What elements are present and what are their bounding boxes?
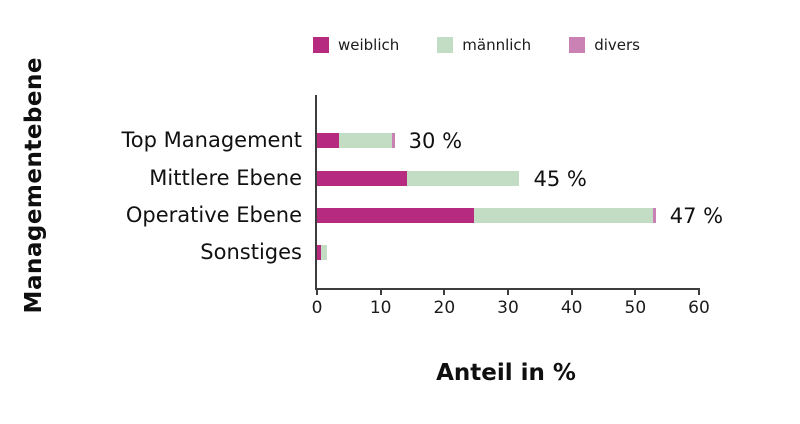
- legend: weiblich männlich divers: [313, 36, 640, 54]
- legend-label: weiblich: [338, 36, 400, 54]
- bar-value-label: 47 %: [669, 203, 724, 228]
- legend-swatch-icon: [569, 37, 586, 53]
- bar-segment-männlich: [474, 208, 653, 223]
- legend-item-männlich: männlich: [437, 36, 531, 54]
- x-axis-title: Anteil in %: [436, 360, 576, 386]
- bar-segment-männlich: [320, 245, 327, 260]
- x-axis-tick-label: 20: [433, 298, 456, 318]
- x-axis-tick-label: 0: [311, 298, 323, 318]
- bar-segment-männlich: [407, 171, 520, 186]
- bar-segment-weiblich: [317, 133, 340, 148]
- x-axis-tick: [634, 288, 637, 295]
- bar-value-label: 30 %: [408, 128, 463, 153]
- bar-row: [317, 245, 327, 260]
- legend-swatch-icon: [437, 37, 454, 53]
- plot-area: 30 % 45 % 47 % 0 10 20 30 40 50 60: [312, 95, 723, 318]
- bar-row: [317, 133, 395, 148]
- bar-segment-weiblich: [317, 171, 408, 186]
- x-axis-tick: [507, 288, 509, 295]
- x-axis-tick-label: 40: [560, 298, 583, 318]
- category-label: Operative Ebene: [125, 202, 302, 227]
- bar-segment-weiblich: [317, 208, 475, 223]
- bar-value-label: 45 %: [533, 166, 587, 191]
- x-axis-tick-label: 60: [688, 298, 710, 318]
- legend-label: divers: [594, 36, 640, 54]
- legend-item-divers: divers: [569, 36, 640, 54]
- x-axis-tick: [316, 288, 318, 295]
- category-label: Sonstiges: [200, 239, 302, 264]
- x-axis-tick: [698, 288, 700, 295]
- x-axis-tick-label: 50: [624, 298, 647, 318]
- x-axis-tick-label: 10: [369, 298, 392, 318]
- bar-row: [317, 208, 656, 223]
- legend-label: männlich: [462, 36, 532, 54]
- x-axis-tick: [379, 288, 382, 295]
- x-axis-tick: [570, 288, 573, 295]
- bar-segment-divers: [652, 208, 656, 223]
- category-label: Mittlere Ebene: [149, 165, 302, 190]
- bar-segment-divers: [392, 133, 395, 148]
- bar-segment-männlich: [339, 133, 393, 148]
- x-axis-tick-label: 30: [497, 298, 519, 318]
- bar-segment-weiblich: [317, 245, 321, 260]
- bar-row: [317, 171, 520, 186]
- legend-item-weiblich: weiblich: [313, 36, 399, 54]
- x-axis-tick: [443, 288, 446, 295]
- legend-swatch-icon: [313, 37, 329, 53]
- category-label: Top Management: [121, 127, 302, 152]
